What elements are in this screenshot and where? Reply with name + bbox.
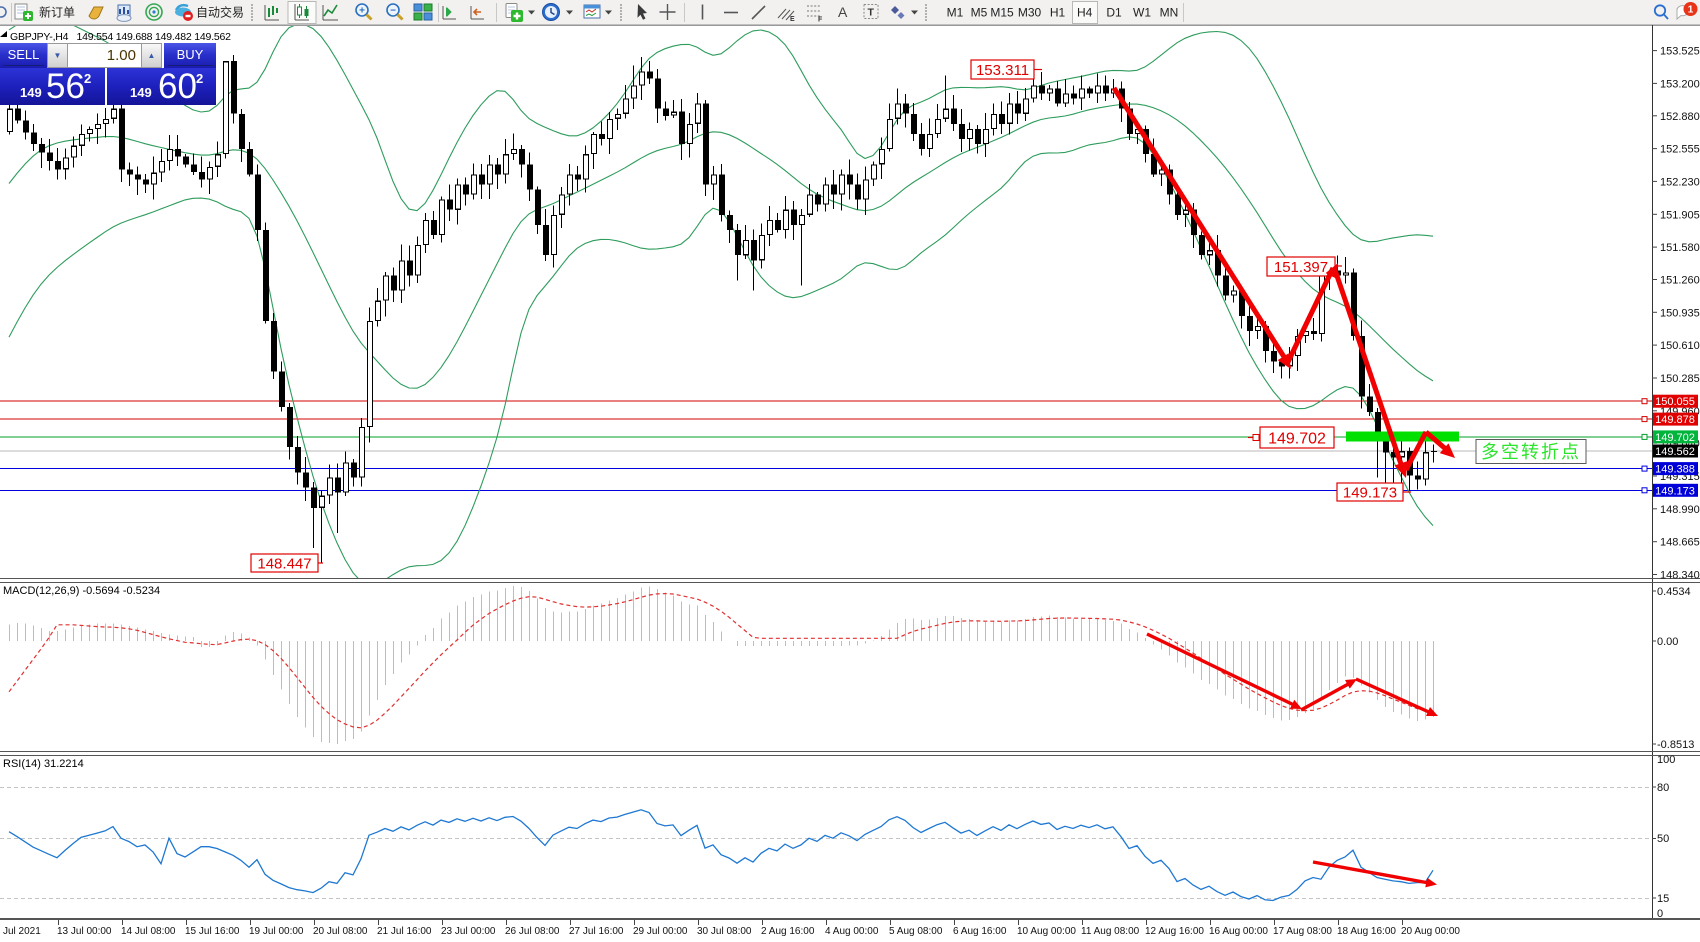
svg-text:80: 80 (1657, 782, 1669, 794)
svg-text:新订单: 新订单 (39, 5, 75, 20)
svg-text:1: 1 (1688, 5, 1694, 16)
svg-text:149.562: 149.562 (1655, 446, 1695, 458)
svg-text:26 Jul 08:00: 26 Jul 08:00 (505, 926, 560, 937)
svg-text:4 Aug 00:00: 4 Aug 00:00 (825, 926, 879, 937)
svg-text:MACD(12,26,9) -0.5694 -0.5234: MACD(12,26,9) -0.5694 -0.5234 (3, 585, 160, 597)
svg-text:0: 0 (1657, 908, 1663, 920)
svg-text:100: 100 (1657, 754, 1675, 766)
svg-text:151.397: 151.397 (1274, 259, 1328, 276)
svg-text:-0.8513: -0.8513 (1657, 739, 1694, 751)
svg-text:自动交易: 自动交易 (196, 5, 244, 20)
svg-text:F: F (818, 17, 823, 24)
svg-text:20 Aug 00:00: 20 Aug 00:00 (1401, 926, 1460, 937)
svg-text:30 Jul 08:00: 30 Jul 08:00 (697, 926, 752, 937)
svg-text:151.580: 151.580 (1660, 242, 1700, 254)
svg-text:M1: M1 (947, 6, 964, 20)
svg-text:−: − (390, 6, 396, 17)
svg-text:+: + (359, 6, 365, 17)
svg-text:149.702: 149.702 (1655, 432, 1695, 444)
svg-text:W1: W1 (1133, 6, 1151, 20)
svg-text:148.665: 148.665 (1660, 537, 1700, 549)
svg-text:50: 50 (1657, 833, 1669, 845)
svg-text:149.878: 149.878 (1655, 414, 1695, 426)
svg-text:M30: M30 (1018, 6, 1042, 20)
svg-text:152.230: 152.230 (1660, 176, 1700, 188)
svg-text:148.990: 148.990 (1660, 504, 1700, 516)
svg-text:17 Aug 08:00: 17 Aug 08:00 (1273, 926, 1332, 937)
svg-text:E: E (790, 16, 795, 23)
svg-text:16 Aug 00:00: 16 Aug 00:00 (1209, 926, 1268, 937)
svg-text:14 Jul 08:00: 14 Jul 08:00 (121, 926, 176, 937)
svg-text:150.935: 150.935 (1660, 307, 1700, 319)
svg-text:12 Aug 16:00: 12 Aug 16:00 (1145, 926, 1204, 937)
svg-text:152.555: 152.555 (1660, 144, 1700, 156)
svg-text:H1: H1 (1050, 6, 1066, 20)
svg-text:153.200: 153.200 (1660, 78, 1700, 90)
svg-text:D1: D1 (1106, 6, 1122, 20)
svg-text:5 Aug 08:00: 5 Aug 08:00 (889, 926, 943, 937)
svg-text:18 Aug 16:00: 18 Aug 16:00 (1337, 926, 1396, 937)
svg-text:153.525: 153.525 (1660, 46, 1700, 58)
svg-text:21 Jul 16:00: 21 Jul 16:00 (377, 926, 432, 937)
svg-text:H4: H4 (1077, 6, 1093, 20)
svg-text:6 Aug 16:00: 6 Aug 16:00 (953, 926, 1007, 937)
svg-text:153.311: 153.311 (976, 62, 1029, 79)
svg-text:149.173: 149.173 (1343, 484, 1397, 501)
svg-text:RSI(14) 31.2214: RSI(14) 31.2214 (3, 758, 84, 770)
svg-text:11 Aug 08:00: 11 Aug 08:00 (1081, 926, 1140, 937)
svg-text:20 Jul 08:00: 20 Jul 08:00 (313, 926, 368, 937)
svg-text:150.285: 150.285 (1660, 373, 1700, 385)
svg-text:0.4534: 0.4534 (1657, 586, 1691, 598)
svg-text:13 Jul 00:00: 13 Jul 00:00 (57, 926, 112, 937)
svg-text:27 Jul 16:00: 27 Jul 16:00 (569, 926, 624, 937)
svg-text:150.610: 150.610 (1660, 340, 1700, 352)
svg-text:A: A (838, 4, 848, 20)
svg-text:T: T (868, 7, 875, 19)
svg-text:148.447: 148.447 (257, 555, 311, 572)
svg-text:15: 15 (1657, 893, 1669, 905)
svg-text:150.055: 150.055 (1655, 396, 1695, 408)
svg-text:19 Jul 00:00: 19 Jul 00:00 (249, 926, 304, 937)
svg-text:2 Aug 16:00: 2 Aug 16:00 (761, 926, 815, 937)
svg-text:151.260: 151.260 (1660, 275, 1700, 287)
svg-text:23 Jul 00:00: 23 Jul 00:00 (441, 926, 496, 937)
svg-text:149.388: 149.388 (1655, 464, 1695, 476)
svg-text:152.880: 152.880 (1660, 111, 1700, 123)
svg-text:148.340: 148.340 (1660, 570, 1700, 582)
svg-text:MN: MN (1160, 6, 1179, 20)
svg-text:M5: M5 (971, 6, 988, 20)
svg-text:Jul 2021: Jul 2021 (3, 926, 41, 937)
svg-text:M15: M15 (990, 6, 1014, 20)
svg-text:0.00: 0.00 (1657, 636, 1678, 648)
svg-text:10 Aug 00:00: 10 Aug 00:00 (1017, 926, 1076, 937)
svg-text:149.173: 149.173 (1655, 485, 1695, 497)
svg-text:15 Jul 16:00: 15 Jul 16:00 (185, 926, 240, 937)
svg-text:149.702: 149.702 (1268, 430, 1326, 447)
svg-text:多空转折点: 多空转折点 (1481, 442, 1581, 462)
svg-text:29 Jul 00:00: 29 Jul 00:00 (633, 926, 688, 937)
svg-text:151.905: 151.905 (1660, 209, 1700, 221)
